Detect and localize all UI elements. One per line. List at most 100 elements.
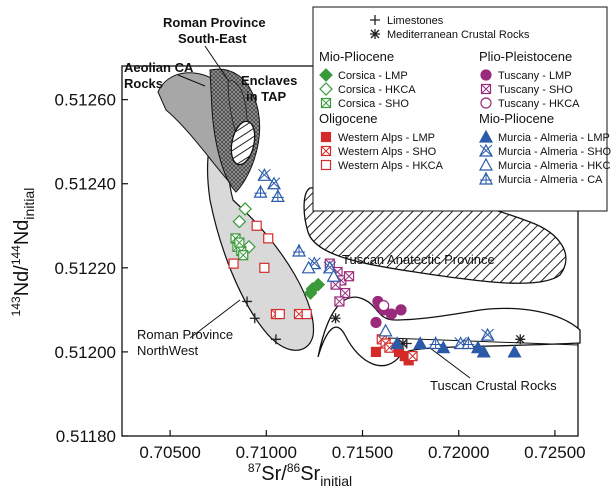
point-walps-hkca-4 [274, 308, 285, 320]
y-tick-label: 0.51240 [55, 175, 116, 194]
x-tick-label: 0.71000 [236, 443, 297, 462]
legend-label: Corsica - SHO [338, 98, 409, 110]
legend-label: Mediterranean Crustal Rocks [387, 29, 530, 41]
point-murcia-sho-1 [266, 176, 282, 190]
y-tick-label: 0.51180 [56, 427, 116, 446]
legend-label: Murcia - Almeria - HKCA [498, 160, 611, 172]
legend: Limestones Mediterranean Crustal Rocks Mio… [312, 6, 611, 212]
data-points [228, 168, 526, 366]
point-corsica-hkca-2 [232, 214, 247, 229]
point-walps-sho-5 [407, 351, 418, 362]
legend-group-title: Oligocene [319, 111, 378, 126]
point-crustal-2 [515, 334, 526, 345]
point-tuscany-sho-3 [340, 287, 351, 299]
legend-label: Tuscany - SHO [498, 84, 573, 96]
label-aeolian-2: Rocks [124, 76, 163, 91]
point-walps-hkca-5 [301, 308, 312, 320]
point-limestones-0 [242, 296, 253, 307]
point-murcia-hkca-2 [378, 323, 393, 337]
legend-label: Western Alps - SHO [338, 146, 437, 158]
x-tick-label: 0.70500 [139, 443, 200, 462]
point-murcia-ca-2 [292, 243, 307, 257]
point-tuscany-lmp-2 [385, 308, 397, 320]
legend-label: Corsica - LMP [338, 70, 408, 82]
point-murcia-lmp-5 [507, 344, 522, 358]
y-tick-label: 0.51200 [55, 343, 116, 362]
label-roman-nw-2: NorthWest [137, 343, 199, 358]
point-walps-hkca-3 [259, 262, 270, 273]
label-roman-nw-1: Roman Province [137, 327, 233, 342]
point-murcia-lmp-0 [390, 336, 405, 350]
x-tick-label: 0.71500 [332, 443, 393, 462]
label-tuscan-crustal: Tuscan Crustal Rocks [430, 378, 557, 393]
point-murcia-ca-3 [428, 336, 443, 350]
label-enclaves-1: Enclaves [241, 73, 297, 88]
point-murcia-lmp-4 [476, 344, 491, 358]
legend-label: Western Alps - LMP [338, 132, 435, 144]
legend-marker-murcia-hkca [478, 157, 494, 171]
point-corsica-hkca-0 [238, 202, 252, 216]
legend-marker-murcia-sho [478, 143, 494, 157]
point-murcia-hkca-1 [326, 268, 341, 282]
point-walps-hkca-1 [251, 220, 262, 231]
legend-marker-walps-lmp [320, 131, 332, 143]
point-murcia-hkca-0 [301, 260, 316, 274]
point-tuscany-hkca-0 [378, 300, 390, 312]
point-walps-hkca-0 [228, 258, 239, 269]
point-tuscany-lmp-4 [370, 316, 382, 329]
point-walps-lmp-0 [370, 346, 382, 358]
legend-marker-corsica-sho [320, 97, 332, 109]
region-labels: Roman Province South-East Aeolian CA Roc… [124, 15, 557, 393]
legend-box [312, 6, 608, 212]
legend-label: Limestones [387, 15, 444, 27]
point-tuscany-lmp-3 [395, 304, 407, 316]
legend-group-title: Mio-Pliocene [479, 111, 554, 126]
point-murcia-ca-4 [461, 336, 476, 350]
legend-marker-tuscany-hkca [480, 97, 492, 109]
point-corsica-sho-4 [234, 237, 245, 248]
point-crustal-0 [330, 313, 341, 324]
point-corsica-sho-3 [238, 250, 249, 261]
x-axis-label: 87Sr/86Srinitial [248, 461, 352, 489]
point-corsica-lmp-2 [311, 277, 326, 292]
legend-marker-walps-sho [320, 145, 332, 157]
label-tuscan-anatectic: Tuscan Anatectic Province [342, 252, 495, 267]
legend-marker-tuscany-sho [480, 83, 492, 95]
point-limestones-2 [270, 334, 281, 345]
legend-group-title: Mio-Pliocene [319, 49, 394, 64]
point-tuscany-sho-6 [343, 271, 355, 282]
legend-marker-tuscany-lmp [480, 69, 492, 81]
legend-marker-murcia-lmp [478, 129, 494, 143]
y-tick-label: 0.51220 [55, 259, 116, 278]
legend-marker-murcia-ca [478, 171, 494, 185]
region-tuscan-crustal [317, 296, 581, 367]
legend-marker-walps-hkca [320, 159, 332, 171]
y-axis-label: 143Nd/144Ndinitial [9, 188, 37, 317]
point-murcia-ca-0 [253, 184, 268, 198]
legend-label: Tuscany - HKCA [498, 98, 580, 110]
label-roman-se-2: South-East [178, 31, 247, 46]
point-walps-hkca-2 [263, 233, 274, 244]
legend-label: Murcia - Almeria - LMP [498, 132, 610, 144]
x-tick-label: 0.72500 [524, 443, 585, 462]
point-crustal-1 [397, 338, 408, 349]
y-axis-ticks: 0.51180 0.51200 0.51220 0.51240 0.51260 [55, 91, 128, 446]
y-tick-label: 0.51260 [55, 91, 116, 110]
legend-group-title: Plio-Pleistocene [479, 49, 572, 64]
legend-label: Tuscany - LMP [498, 70, 572, 82]
legend-marker-plus [370, 15, 380, 25]
legend-label: Western Alps - HKCA [338, 160, 444, 172]
legend-marker-asterisk [370, 29, 380, 39]
point-murcia-lmp-1 [413, 336, 428, 350]
label-aeolian-1: Aeolian CA [124, 60, 194, 75]
label-enclaves-2: in TAP [246, 89, 287, 104]
x-tick-label: 0.72000 [428, 443, 489, 462]
legend-label: Corsica - HKCA [338, 84, 416, 96]
legend-marker-corsica-lmp [319, 68, 333, 82]
legend-label: Murcia - Almeria - CA [498, 174, 603, 186]
point-murcia-ca-1 [270, 189, 285, 202]
legend-marker-corsica-hkca [319, 82, 333, 96]
legend-label: Murcia - Almeria - SHO [498, 146, 611, 158]
region-enclaves [230, 120, 256, 166]
